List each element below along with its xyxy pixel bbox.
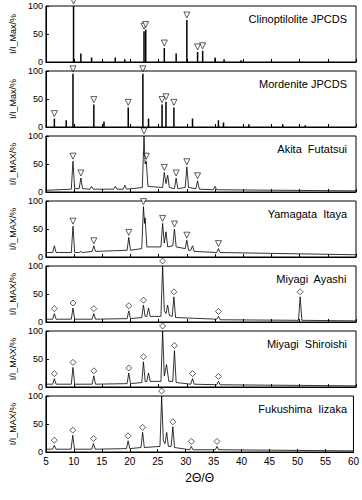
svg-text:I/I_MAX/%: I/I_MAX/% <box>8 208 18 251</box>
svg-text:Mordenite JPCDS: Mordenite JPCDS <box>259 78 347 90</box>
svg-text:50: 50 <box>33 159 43 169</box>
svg-text:0: 0 <box>37 447 43 457</box>
svg-text:25: 25 <box>152 456 164 467</box>
svg-text:I/I_MAX/%: I/I_MAX/% <box>8 338 18 381</box>
svg-text:0: 0 <box>37 57 43 67</box>
svg-text:100: 100 <box>28 261 43 271</box>
svg-text:5: 5 <box>43 456 49 467</box>
svg-text:I/I_MAX/%: I/I_MAX/% <box>8 143 18 186</box>
svg-text:Yamagata Itaya: Yamagata Itaya <box>268 208 348 220</box>
svg-text:55: 55 <box>320 456 332 467</box>
svg-text:40: 40 <box>236 456 248 467</box>
svg-text:0: 0 <box>37 122 43 132</box>
svg-text:45: 45 <box>264 456 276 467</box>
svg-text:35: 35 <box>208 456 220 467</box>
svg-text:I/I_MAX/%: I/I_MAX/% <box>8 273 18 316</box>
svg-text:30: 30 <box>180 456 192 467</box>
svg-text:50: 50 <box>33 289 43 299</box>
svg-text:100: 100 <box>28 326 43 336</box>
svg-text:10: 10 <box>68 456 80 467</box>
svg-text:Akita Futatsui: Akita Futatsui <box>277 143 347 155</box>
svg-text:15: 15 <box>96 456 108 467</box>
svg-text:100: 100 <box>28 131 43 141</box>
svg-text:50: 50 <box>33 224 43 234</box>
svg-text:Miyagi Ayashi: Miyagi Ayashi <box>276 273 346 285</box>
svg-text:0: 0 <box>37 317 43 327</box>
svg-text:Miyagi Shiroishi: Miyagi Shiroishi <box>267 338 347 350</box>
svg-text:2Θ/Θ: 2Θ/Θ <box>185 471 214 485</box>
svg-text:100: 100 <box>28 196 43 206</box>
svg-text:100: 100 <box>28 1 43 11</box>
svg-text:0: 0 <box>37 382 43 392</box>
svg-text:0: 0 <box>37 252 43 262</box>
svg-text:Clinoptilolite JPCDS: Clinoptilolite JPCDS <box>249 13 347 25</box>
svg-text:0: 0 <box>37 187 43 197</box>
svg-text:50: 50 <box>33 94 43 104</box>
svg-text:I/I_Max/%: I/I_Max/% <box>8 79 18 119</box>
svg-text:I/I_MAX/%: I/I_MAX/% <box>8 403 18 446</box>
svg-text:Fukushima Iizaka: Fukushima Iizaka <box>258 403 348 415</box>
svg-text:60: 60 <box>348 456 360 467</box>
svg-text:50: 50 <box>292 456 304 467</box>
svg-text:50: 50 <box>33 29 43 39</box>
svg-text:20: 20 <box>124 456 136 467</box>
svg-text:I/I_Max/%: I/I_Max/% <box>8 14 18 54</box>
svg-text:100: 100 <box>28 66 43 76</box>
svg-text:100: 100 <box>28 391 43 401</box>
svg-text:50: 50 <box>33 419 43 429</box>
svg-text:50: 50 <box>33 354 43 364</box>
